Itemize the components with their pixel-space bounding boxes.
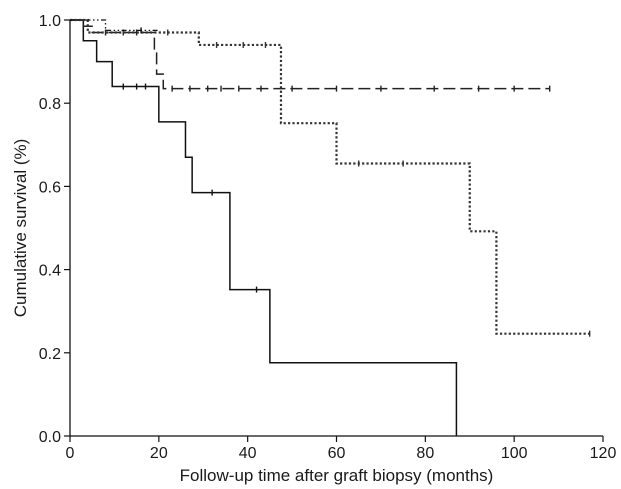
x-tick-label: 0 xyxy=(66,445,75,462)
plot-area xyxy=(70,18,591,436)
series-solid-line xyxy=(70,19,458,436)
x-axis-label: Follow-up time after graft biopsy (month… xyxy=(180,466,494,485)
x-tick-label: 80 xyxy=(416,445,434,462)
y-tick-label: 0.0 xyxy=(39,429,61,446)
series-dash-dot-dot-line xyxy=(70,19,159,32)
series-dashed-line xyxy=(70,19,550,90)
y-tick-label: 0.8 xyxy=(39,96,61,113)
y-tick-label: 0.4 xyxy=(39,263,61,280)
series-dotted-line xyxy=(70,18,590,335)
x-tick-label: 60 xyxy=(328,445,346,462)
x-tick-label: 120 xyxy=(590,445,617,462)
y-tick-label: 1.0 xyxy=(39,13,61,30)
y-axis-ticks: 0.0 0.2 0.4 0.6 0.8 1.0 xyxy=(39,13,70,446)
y-axis-label: Cumulative survival (%) xyxy=(11,139,30,318)
y-tick-label: 0.2 xyxy=(39,346,61,363)
x-axis-ticks: 0 20 40 60 80 100 120 xyxy=(66,436,617,462)
x-tick-label: 40 xyxy=(239,445,257,462)
x-tick-label: 20 xyxy=(150,445,168,462)
x-tick-label: 100 xyxy=(501,445,528,462)
y-tick-label: 0.6 xyxy=(39,179,61,196)
